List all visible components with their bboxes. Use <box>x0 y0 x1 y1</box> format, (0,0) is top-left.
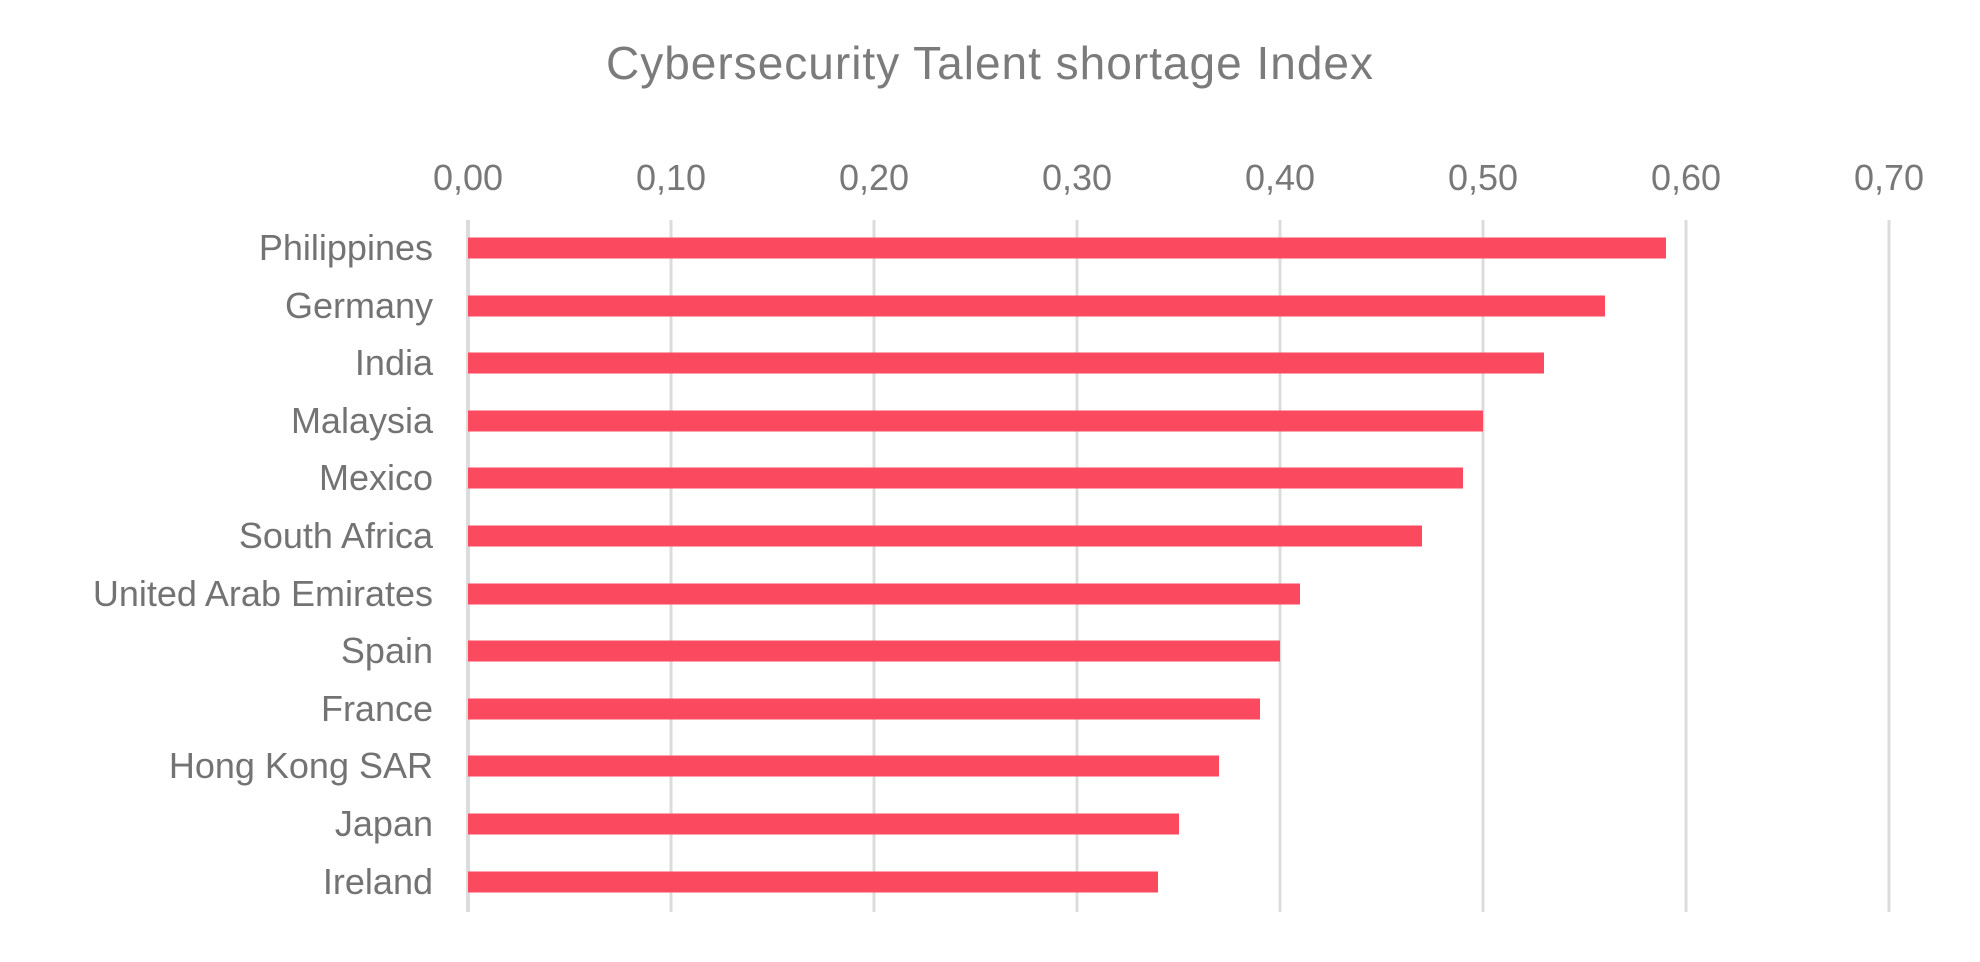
x-axis-tick-label: 0,40 <box>1244 157 1316 198</box>
bar <box>468 237 1666 259</box>
x-gridline <box>872 220 876 912</box>
category-label: Germany <box>284 284 433 326</box>
category-label: Philippines <box>258 227 433 268</box>
category-label: Spain <box>340 630 433 672</box>
bar <box>468 698 1260 720</box>
x-gridline <box>669 220 673 912</box>
category-label: Mexico <box>318 457 433 499</box>
category-label: South Africa <box>238 515 433 556</box>
x-axis-tick-label: 0,20 <box>838 157 910 198</box>
bar <box>468 410 1483 432</box>
bar <box>468 352 1544 374</box>
x-gridline <box>1887 220 1891 912</box>
x-axis-zero-line <box>466 220 470 912</box>
bar <box>468 295 1605 317</box>
x-axis-tick-label: 0,50 <box>1447 157 1519 198</box>
x-gridline <box>1278 220 1282 912</box>
category-label: Hong Kong SAR <box>168 745 433 787</box>
x-axis-tick-label: 0,30 <box>1041 157 1113 198</box>
x-axis-tick-label: 0,60 <box>1650 157 1722 198</box>
bar <box>468 871 1159 893</box>
category-label: United Arab Emirates <box>92 572 433 614</box>
chart-title: Cybersecurity Talent shortage Index <box>606 37 1374 89</box>
bar <box>468 755 1220 777</box>
x-gridline <box>1481 220 1485 912</box>
bar <box>468 525 1423 547</box>
bar <box>468 583 1301 605</box>
x-gridline <box>1075 220 1079 912</box>
x-axis-tick-label: 0,10 <box>635 157 707 198</box>
x-axis-tick-label: 0,70 <box>1853 157 1925 198</box>
bar <box>468 640 1280 662</box>
category-label: Ireland <box>322 860 433 902</box>
category-label: Japan <box>334 803 433 844</box>
category-label: India <box>354 342 433 384</box>
category-label: France <box>320 687 433 729</box>
bar <box>468 467 1463 489</box>
x-gridline <box>1684 220 1688 912</box>
category-label: Malaysia <box>290 399 433 441</box>
bar <box>468 813 1179 835</box>
x-axis-tick-label: 0,00 <box>432 157 504 198</box>
